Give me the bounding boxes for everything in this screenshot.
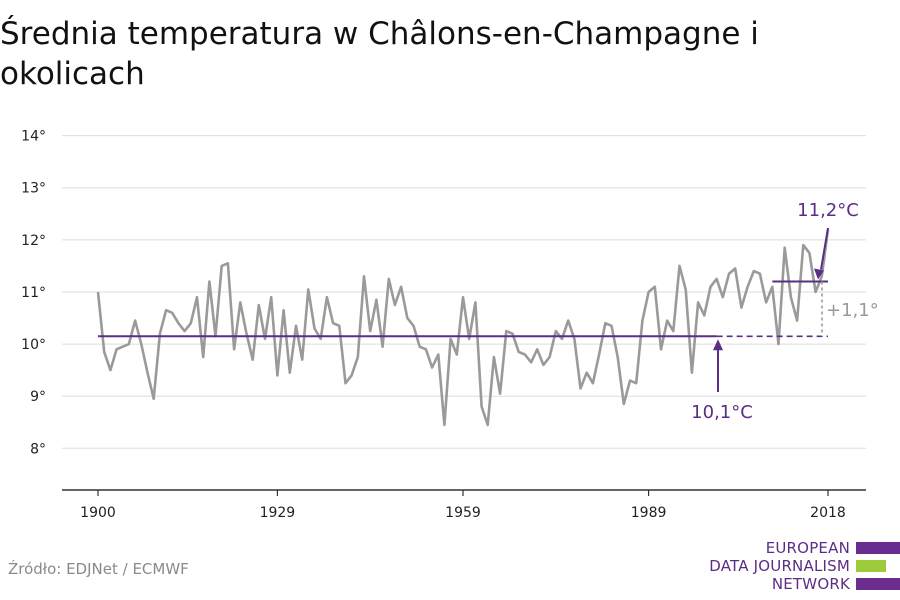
x-tick-label-1959: 1959	[445, 505, 481, 521]
y-axis-tick-labels: 8° 9° 10° 11° 12° 13° 14°	[21, 129, 46, 458]
logo-text-line-3: NETWORK	[771, 575, 850, 593]
y-tick-label-9: 9°	[30, 389, 46, 405]
x-tick-label-1900: 1900	[80, 505, 116, 521]
temperature-series-line	[96, 229, 830, 427]
y-tick-label-14: 14°	[21, 129, 46, 145]
x-tick-label-1929: 1929	[260, 505, 296, 521]
annotations: +1,1° 10,1°C 11,2°C	[98, 200, 879, 423]
logo-bar-purple-bottom	[856, 578, 900, 590]
logo-bar-green	[856, 560, 886, 572]
chart-title: Średnia temperatura w Châlons-en-Champag…	[0, 16, 759, 92]
y-tick-label-8: 8°	[30, 441, 46, 457]
logo-bar-purple-top	[856, 542, 900, 554]
x-tick-label-1989: 1989	[631, 505, 667, 521]
y-tick-label-10: 10°	[21, 337, 46, 353]
delta-label: +1,1°	[826, 300, 879, 321]
y-tick-label-11: 11°	[21, 285, 46, 301]
logo-text-line-2: DATA JOURNALISM	[709, 557, 850, 575]
x-tick-label-2018: 2018	[810, 505, 846, 521]
x-axis-ticks: 1900 1929 1959 1989 2018	[80, 490, 846, 521]
source-credit: Źródło: EDJNet / ECMWF	[8, 560, 189, 578]
gridlines	[62, 135, 866, 449]
edjnet-logo: EUROPEAN DATA JOURNALISM NETWORK	[700, 536, 900, 596]
y-tick-label-12: 12°	[21, 233, 46, 249]
baseline-label: 10,1°C	[691, 402, 753, 423]
recent-arrow-shaft	[820, 227, 829, 270]
baseline-arrow-head	[713, 339, 723, 351]
logo-text-line-1: EUROPEAN	[765, 539, 850, 557]
recent-label: 11,2°C	[797, 200, 859, 221]
y-tick-label-13: 13°	[21, 181, 46, 197]
recent-arrow-head	[814, 268, 824, 280]
